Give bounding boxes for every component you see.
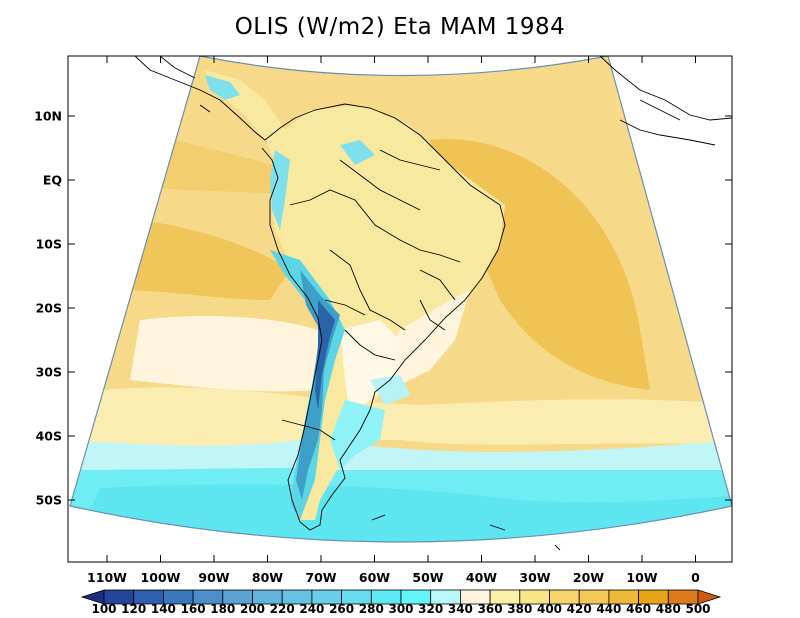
colorbar: 100 120 140 160 180 200 220 240 260 280 300 320 340 3…	[80, 589, 722, 616]
colorbar-level-label: 280	[359, 602, 384, 616]
colorbar-level-label: 160	[181, 602, 206, 616]
map-plot-area	[68, 56, 732, 562]
colorbar-level-label: 300	[388, 602, 413, 616]
lon-tick-label: 40W	[466, 570, 497, 585]
colorbar-level-label: 500	[685, 602, 710, 616]
lat-tick-label: 10N	[34, 109, 62, 124]
domain-border	[69, 56, 732, 543]
colorbar-level-label: 220	[270, 602, 295, 616]
olis-field	[70, 56, 732, 542]
lon-tick-label: 110W	[87, 570, 127, 585]
lat-tick-label: 20S	[36, 301, 62, 316]
colorbar-level-label: 320	[418, 602, 443, 616]
lon-tick-label: 20W	[573, 570, 604, 585]
lon-tick-label: 60W	[359, 570, 390, 585]
colorbar-level-label: 180	[210, 602, 235, 616]
lat-tick-label: 50S	[36, 493, 62, 508]
colorbar-level-label: 140	[151, 602, 176, 616]
lat-tick-label: 40S	[36, 429, 62, 444]
lon-tick-label: 50W	[412, 570, 443, 585]
colorbar-high-triangle	[697, 589, 722, 605]
latitude-axis: 10N EQ 10S 20S 30S 40S 50S	[34, 109, 732, 508]
colorbar-level-label: 480	[656, 602, 681, 616]
colorbar-level-label: 440	[596, 602, 621, 616]
lat-tick-label: 10S	[36, 237, 62, 252]
colorbar-level-label: 360	[478, 602, 503, 616]
lon-tick-label: 10W	[626, 570, 657, 585]
lon-tick-label: 70W	[305, 570, 336, 585]
colorbar-level-label: 340	[448, 602, 473, 616]
map-frame	[67, 55, 733, 563]
colorbar-level-label: 200	[240, 602, 265, 616]
colorbar-level-label: 240	[299, 602, 324, 616]
longitude-axis: 110W 100W 90W 80W 70W 60W 50W 40W 30W 20W 10W 0	[87, 56, 700, 585]
lon-tick-label: 100W	[141, 570, 181, 585]
lon-tick-label: 0	[691, 570, 700, 585]
lon-tick-label: 80W	[252, 570, 283, 585]
colorbar-level-label: 380	[507, 602, 532, 616]
colorbar-level-label: 120	[121, 602, 146, 616]
colorbar-level-label: 260	[329, 602, 354, 616]
colorbar-level-label: 100	[91, 602, 116, 616]
colorbar-level-label: 400	[537, 602, 562, 616]
lat-tick-label: EQ	[43, 173, 62, 188]
lon-tick-label: 30W	[519, 570, 550, 585]
map-title: OLIS (W/m2) Eta MAM 1984	[234, 14, 566, 40]
lon-tick-label: 90W	[198, 570, 229, 585]
colorbar-level-label: 460	[626, 602, 651, 616]
lat-tick-label: 30S	[36, 365, 62, 380]
coastlines	[134, 56, 732, 551]
colorbar-level-label: 420	[567, 602, 592, 616]
